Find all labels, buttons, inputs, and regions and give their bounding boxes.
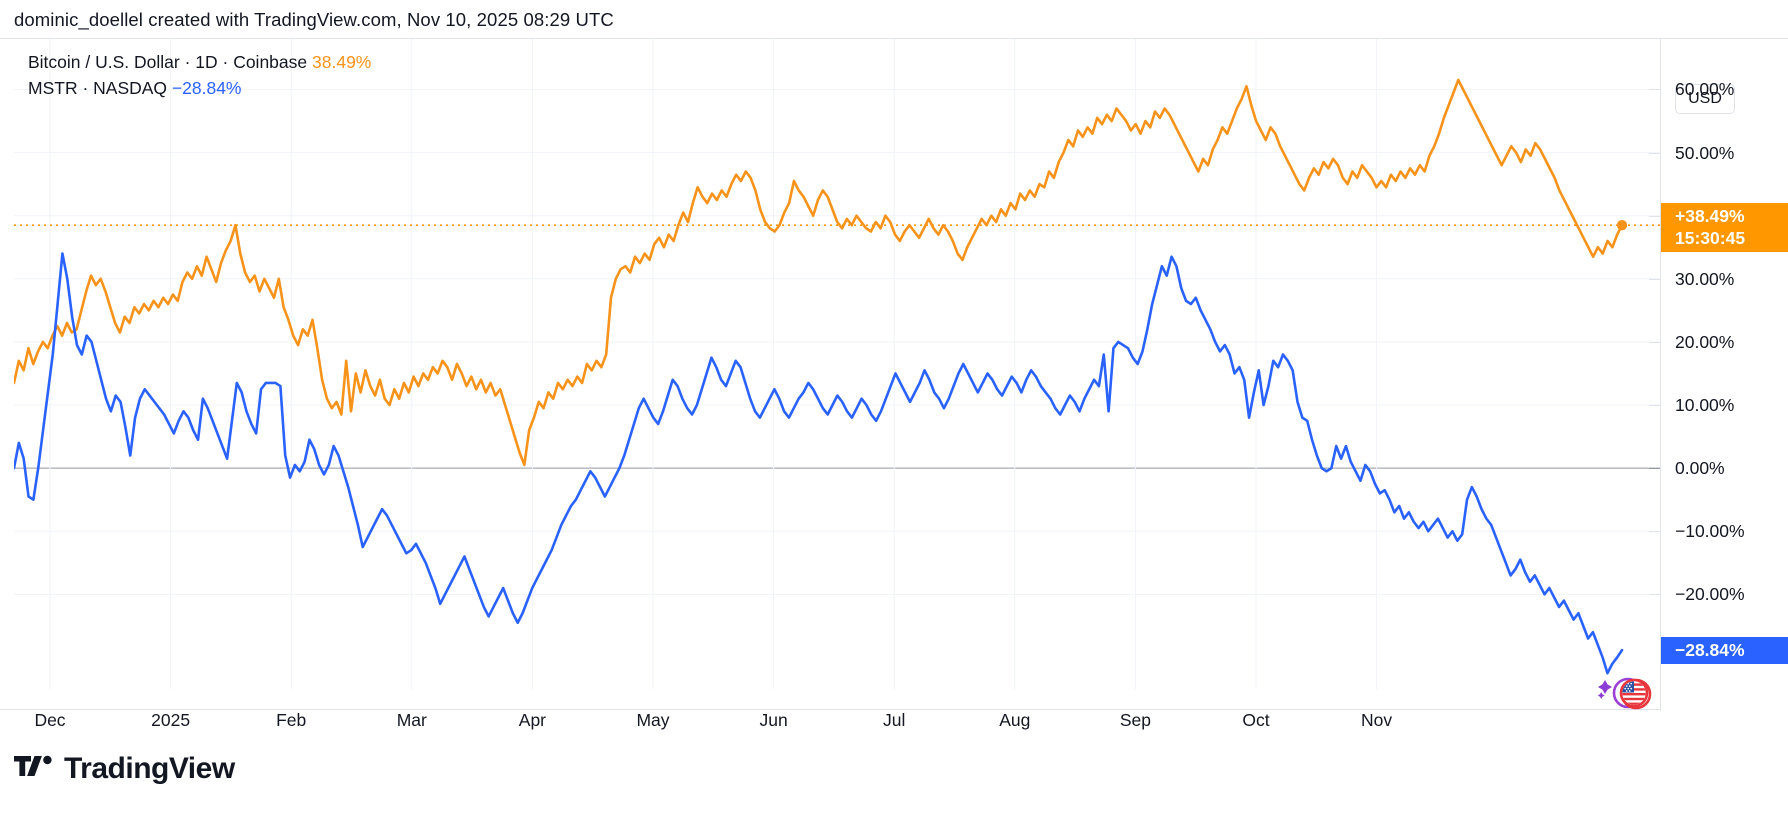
us-flag-coin-sparkle-emoji [1596,670,1658,718]
price-axis-tick: 20.00% [1675,331,1735,352]
tradingview-logo-text: TradingView [64,752,235,785]
chart-gridlines [14,39,1660,689]
time-axis-tick: Apr [518,710,547,730]
tradingview-logo: TradingView [14,752,235,786]
price-axis-tick: 50.00% [1675,142,1735,163]
price-axis-tick-mark [1649,278,1660,280]
time-axis-tick: 2025 [151,710,191,730]
price-badge-orange[interactable]: +38.49% 15:30:45 [1661,203,1788,253]
price-badge-value: −28.84% [1675,640,1745,661]
price-axis-tick-mark [1649,89,1660,91]
currency-chip-usd[interactable]: USD [1675,84,1735,114]
tradingview-logo-icon [14,754,54,785]
price-axis-tick: 60.00% [1675,79,1735,100]
price-axis-tick-mark [1649,594,1660,596]
series-line-btcusd [14,78,1624,467]
time-axis-tick: Oct [1242,710,1270,730]
attribution-text: dominic_doellel created with TradingView… [14,9,614,30]
price-axis-tick-mark [1649,531,1660,533]
time-axis-tick: Aug [999,710,1031,730]
price-badge-blue[interactable]: −28.84% [1661,637,1788,665]
time-axis-tick: May [636,710,670,730]
last-price-dot-btc [1616,220,1628,231]
time-axis-tick: Feb [276,710,307,730]
chart-plot-area[interactable] [14,39,1660,689]
price-badge-countdown: 15:30:45 [1675,228,1746,249]
time-axis-tick: Jul [883,710,906,730]
price-axis-tick: 0.00% [1675,458,1725,479]
time-axis[interactable]: Dec 2025 Feb Mar Apr May Jun Jul Aug Sep Oct Nov [0,710,1788,746]
price-axis-tick: −10.00% [1675,521,1745,542]
chart-frame: Bitcoin / U.S. Dollar · 1D · Coinbase 38… [0,38,1788,711]
price-axis-tick-mark [1649,215,1660,217]
time-axis-tick: Nov [1361,710,1393,730]
price-axis-tick-mark [1649,341,1660,343]
price-badge-value: +38.49% [1675,206,1745,227]
time-axis-tick: Sep [1119,710,1151,730]
price-axis-tick-mark [1649,152,1660,154]
price-axis[interactable]: USD 60.00%50.00%40.00%30.00%20.00%10.00%… [1649,39,1788,711]
time-axis-tick: Dec [34,710,66,730]
price-axis-tick: 10.00% [1675,395,1735,416]
price-axis-tick: −20.00% [1675,584,1745,605]
price-axis-tick-mark [1649,468,1660,470]
price-axis-tick: 30.00% [1675,268,1735,289]
price-axis-tick-mark [1649,405,1660,407]
time-axis-tick: Mar [396,710,427,730]
series-line-mstr [14,252,1624,675]
time-axis-tick: Jun [759,710,788,730]
chart-series-lines [14,78,1660,675]
